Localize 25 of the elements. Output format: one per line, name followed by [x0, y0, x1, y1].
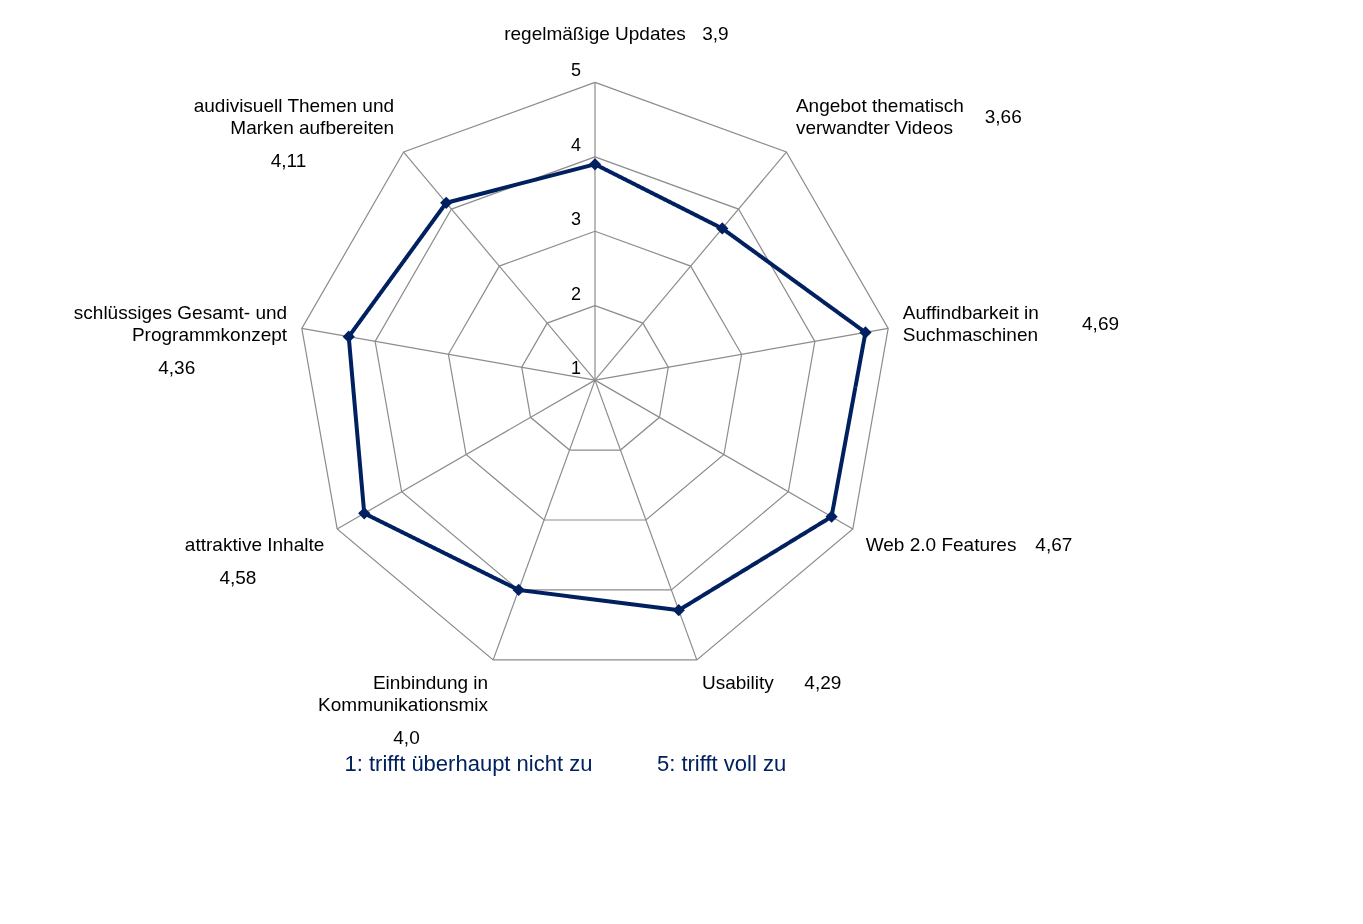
text: 4,69	[1082, 312, 1120, 334]
text: 4,11	[270, 149, 307, 171]
spoke-label: Auffindbarkeit in Suchmaschinen	[902, 301, 1039, 345]
spoke-label: schlüssiges Gesamt- und Programmkonzept	[73, 301, 288, 345]
spoke-label: Angebot thematisch verwandter Videos	[795, 94, 964, 138]
spoke-label: Einbindung in Kommunikationsmix	[318, 671, 489, 715]
spoke-label: audivisuell Themen und Marken aufbereiten	[193, 94, 395, 138]
text: 3,9	[702, 22, 729, 44]
text: 4,36	[158, 356, 196, 378]
text: 3,66	[984, 105, 1022, 127]
text: 5: trifft voll zu	[656, 751, 787, 777]
y-tick-label: 5	[570, 60, 581, 81]
y-tick-label: 1	[570, 358, 581, 379]
spoke-label: Web 2.0 Features	[865, 534, 1017, 556]
y-tick-label: 2	[570, 283, 581, 304]
spoke-label: regelmäßige Updates	[504, 22, 686, 44]
spoke-label: Usability	[701, 671, 775, 693]
text: 4,0	[393, 726, 420, 748]
text: 4,29	[804, 671, 842, 693]
text: 4,58	[219, 567, 257, 589]
text: 1: trifft überhaupt nicht zu	[344, 751, 593, 777]
y-tick-label: 3	[570, 209, 581, 230]
spoke-label: attraktive Inhalte	[184, 534, 325, 556]
text: 4,67	[1035, 534, 1073, 556]
y-tick-label: 4	[570, 134, 581, 155]
